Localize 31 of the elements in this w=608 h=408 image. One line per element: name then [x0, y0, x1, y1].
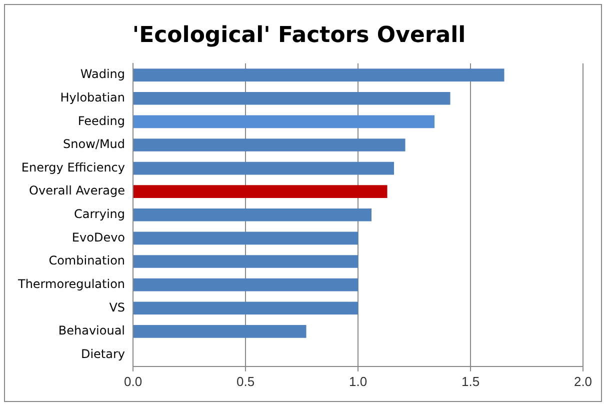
bar [134, 278, 358, 292]
bar [134, 138, 406, 152]
y-tick-label: Carrying [74, 207, 126, 222]
bar [134, 325, 306, 338]
y-tick-label: Thermoregulation [16, 276, 126, 291]
x-tick-label: 1.0 [348, 374, 368, 389]
y-tick-label: Hylobatian [60, 90, 126, 104]
y-tick-label: VS [109, 300, 126, 314]
bar [134, 68, 504, 82]
bar [134, 92, 450, 105]
bar [134, 208, 372, 222]
chart-title: 'Ecological' Factors Overall [132, 22, 466, 48]
y-tick-label: Wading [80, 67, 126, 82]
y-tick-label: EvoDevo [72, 230, 126, 244]
y-tick-label: Overall Average [29, 184, 126, 198]
bar [134, 115, 435, 128]
x-tick-label: 0.5 [236, 374, 255, 389]
bar [134, 162, 394, 175]
x-tick-label: 1.5 [461, 374, 480, 389]
x-tick-label: 2.0 [574, 374, 592, 389]
y-tick-label: Energy Efficiency [21, 160, 126, 174]
bar [134, 255, 358, 268]
y-tick-label: Dietary [80, 346, 126, 361]
y-tick-label: Combination [48, 254, 126, 268]
x-tick-label: 0.0 [124, 374, 142, 389]
y-tick-label: Feeding [78, 114, 126, 128]
bar [134, 302, 358, 315]
y-tick-label: Behavioual [58, 324, 126, 338]
y-tick-label: Snow/Mud [63, 137, 126, 152]
bar [134, 232, 358, 245]
bar [134, 185, 388, 198]
